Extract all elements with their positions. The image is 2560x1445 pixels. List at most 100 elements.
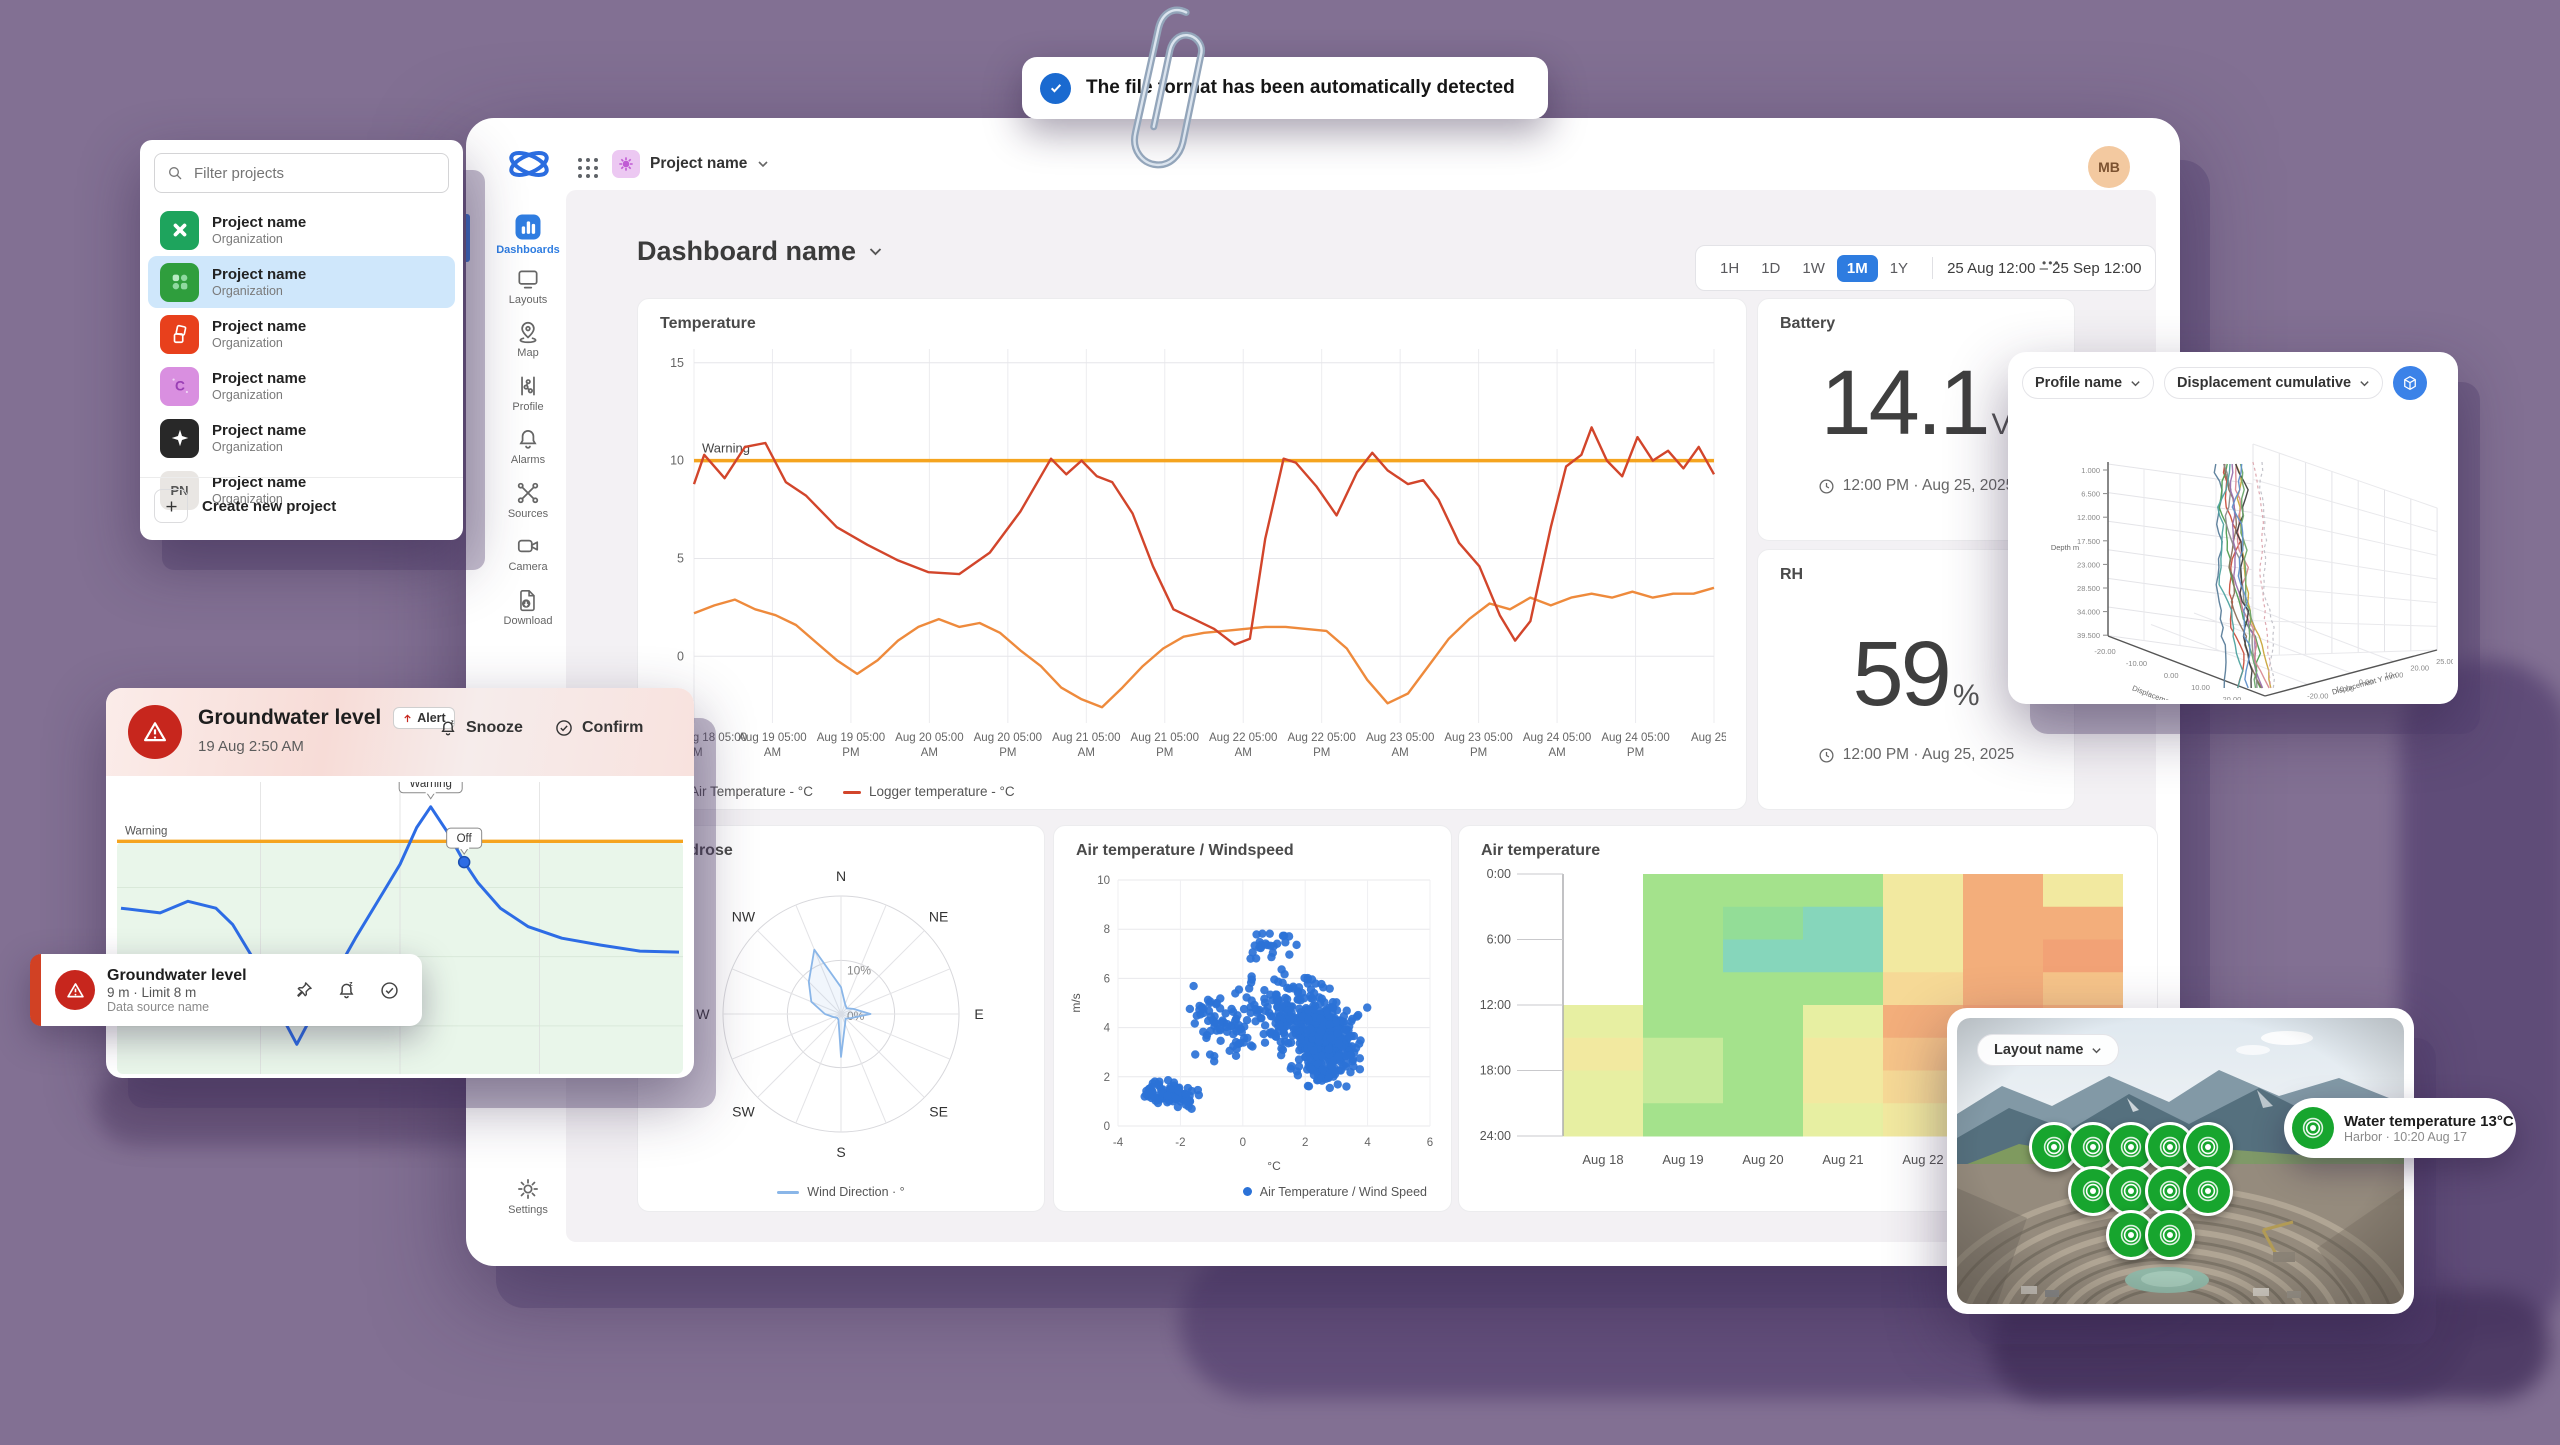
svg-text:E: E xyxy=(974,1006,983,1022)
time-range-1y[interactable]: 1Y xyxy=(1889,259,1909,277)
snooze-bell-icon[interactable]: z xyxy=(336,980,357,1001)
svg-text:z: z xyxy=(451,719,455,726)
tooltip-title: Groundwater level xyxy=(107,966,247,984)
sidebar-item-map[interactable]: Map xyxy=(476,319,580,359)
sidebar-item-label: Camera xyxy=(508,561,548,573)
sidebar-item-alarms[interactable]: Alarms xyxy=(476,426,580,466)
project-switcher[interactable]: Project name xyxy=(612,150,769,178)
time-range-1h[interactable]: 1H xyxy=(1720,259,1740,277)
sensor-marker[interactable] xyxy=(2183,1122,2233,1172)
svg-text:0:00: 0:00 xyxy=(1487,867,1511,881)
sidebar-item-camera[interactable]: Camera xyxy=(476,533,580,573)
legend-item: Wind Direction · ° xyxy=(777,1185,905,1199)
avatar[interactable]: MB xyxy=(2088,146,2130,188)
success-check-icon xyxy=(1040,72,1071,104)
view-3d-button[interactable] xyxy=(2393,366,2428,400)
dashboard-title-row[interactable]: Dashboard name xyxy=(637,236,883,267)
project-name: Project name xyxy=(212,474,307,492)
svg-text:10: 10 xyxy=(670,454,684,468)
scatter-card: Air temperature / Windspeed 0 2 4 6 8 10 -4 -2 0… xyxy=(1053,825,1452,1212)
dashboards-icon xyxy=(476,212,580,242)
alert-title: Groundwater level xyxy=(198,706,382,729)
svg-text:S: S xyxy=(836,1144,845,1160)
project-org: Organization xyxy=(212,387,283,402)
cube-3d-icon xyxy=(2404,375,2416,391)
svg-text:W: W xyxy=(696,1006,710,1022)
pin-icon[interactable] xyxy=(294,980,314,1000)
project-list-item[interactable]: C Project name Organization xyxy=(148,360,455,412)
card-title: Temperature xyxy=(660,315,756,332)
svg-text:SW: SW xyxy=(732,1104,755,1120)
svg-text:Displacement X mm: Displacement X mm xyxy=(2131,683,2197,700)
sidebar-item-download[interactable]: Download xyxy=(476,587,580,627)
create-project-button[interactable]: Create new project xyxy=(154,489,336,523)
confirm-label: Confirm xyxy=(582,719,644,736)
project-list-item[interactable]: Project name Organization xyxy=(148,308,455,360)
chevron-down-icon xyxy=(758,161,768,168)
svg-text:0: 0 xyxy=(677,649,684,663)
groundwater-tooltip: Groundwater level 9 m · Limit 8 m Data s… xyxy=(30,954,422,1026)
sensor-marker[interactable] xyxy=(2145,1210,2195,1260)
svg-text:12:00: 12:00 xyxy=(1480,998,1511,1012)
time-range-control: 1H 1D 1W 1M 1Y 25 Aug 12:00 – 25 Sep 12:00 xyxy=(1695,245,2157,291)
project-name: Project name xyxy=(212,214,307,232)
sidebar-item-layouts[interactable]: Layouts xyxy=(476,266,580,306)
svg-text:NW: NW xyxy=(732,908,756,924)
layout-select[interactable]: Layout name xyxy=(1977,1034,2120,1066)
project-icon xyxy=(160,314,199,354)
time-range-1m[interactable]: 1M xyxy=(1836,254,1878,282)
sidebar-item-settings[interactable]: Settings xyxy=(476,1176,580,1216)
svg-text:1.000: 1.000 xyxy=(2081,466,2100,475)
project-list-item[interactable]: Project name Organization xyxy=(148,412,455,464)
battery-value-row: 14.1 V xyxy=(1758,351,2074,456)
app-grid-icon[interactable] xyxy=(576,156,600,185)
project-switcher-label: Project name xyxy=(650,155,748,172)
alert-warning-badge-icon xyxy=(55,970,95,1010)
rh-value-row: 59 % xyxy=(1758,622,2074,727)
sidebar-item-sources[interactable]: Sources xyxy=(476,480,580,520)
chevron-down-icon xyxy=(2131,380,2140,386)
svg-text:23.000: 23.000 xyxy=(2077,560,2100,569)
sidebar-item-label: Download xyxy=(503,614,553,627)
project-search[interactable] xyxy=(154,153,449,193)
svg-text:-25.00: -25.00 xyxy=(2281,698,2302,700)
more-button[interactable]: ••• xyxy=(2042,256,2061,270)
card-title: RH xyxy=(1780,566,1804,583)
measure-select[interactable]: Displacement cumulative xyxy=(2164,367,2384,399)
svg-text:Warning: Warning xyxy=(702,441,750,456)
svg-text:10%: 10% xyxy=(847,963,871,977)
sidebar-item-profile[interactable]: Profile xyxy=(476,373,580,413)
sidebar-item-label: Dashboards xyxy=(496,244,560,256)
card-title: Air temperature xyxy=(1481,842,1601,859)
svg-text:20.00: 20.00 xyxy=(2410,664,2429,673)
scatter-chart: 0 2 4 6 8 10 -4 -2 0 2 4 6 °C m/s xyxy=(1069,875,1433,1173)
svg-text:C: C xyxy=(175,379,185,394)
check-circle-icon[interactable] xyxy=(379,980,400,1001)
windrose-chart: N NE E SE S SW W NW 10% 0% xyxy=(696,868,983,1160)
project-icon xyxy=(160,418,199,458)
project-list-item[interactable]: Project name Organization xyxy=(148,204,455,256)
divider xyxy=(140,477,463,478)
svg-text:24:00: 24:00 xyxy=(1480,1129,1511,1143)
camera-card: Layout name xyxy=(1947,1008,2414,1314)
confirm-button[interactable]: Confirm xyxy=(554,718,643,738)
snooze-button[interactable]: z Snooze xyxy=(438,718,523,738)
svg-text:Warning: Warning xyxy=(125,825,167,837)
search-input[interactable] xyxy=(192,163,436,183)
date-range[interactable]: 25 Aug 12:00 – 25 Sep 12:00 xyxy=(1947,259,2142,277)
svg-text:4: 4 xyxy=(1104,1023,1111,1035)
svg-text:Aug 25...: Aug 25... xyxy=(1691,732,1726,744)
time-range-1w[interactable]: 1W xyxy=(1802,259,1825,277)
profile-select[interactable]: Profile name xyxy=(2022,367,2155,399)
project-name: Project name xyxy=(212,422,307,440)
sensor-marker[interactable] xyxy=(2183,1166,2233,1216)
project-org: Organization xyxy=(212,491,283,506)
time-range-1d[interactable]: 1D xyxy=(1761,259,1781,277)
sidebar-item-dashboards[interactable]: Dashboards xyxy=(476,212,580,256)
project-list-item[interactable]: Project name Organization xyxy=(148,256,455,308)
